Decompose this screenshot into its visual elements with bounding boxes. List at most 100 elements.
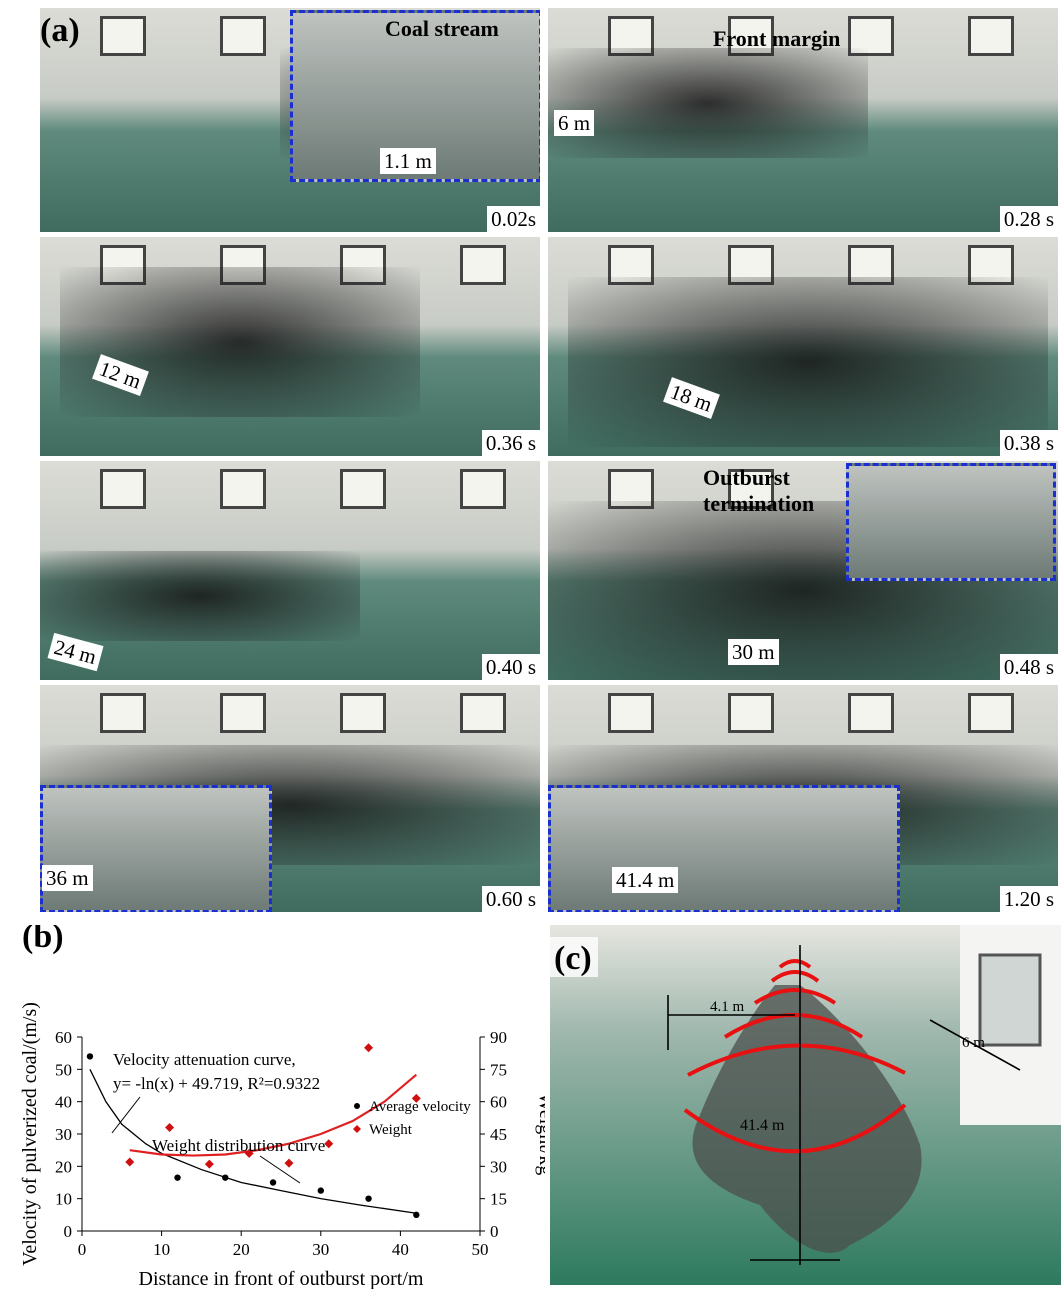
photo-frame: 36 m 0.60 s [40,685,540,912]
distance-label: 36 m [42,865,93,891]
y2-tick-label: 60 [490,1093,507,1112]
y2-tick-label: 30 [490,1157,507,1176]
window [460,469,506,509]
velocity-point [318,1187,324,1193]
y-tick-label: 10 [55,1190,72,1209]
weight-point [284,1159,293,1168]
distance-label: 30 m [728,639,779,665]
x-tick-label: 20 [233,1240,250,1259]
coal-stream [40,551,360,641]
window [100,693,146,733]
window [100,469,146,509]
callout: Front margin [713,26,840,52]
y-tick-label: 30 [55,1125,72,1144]
window [220,693,266,733]
velocity-point [87,1053,93,1059]
panel-label: (a) [40,12,80,50]
velocity-point [365,1195,371,1201]
x-tick-label: 0 [78,1240,87,1259]
y-tick-label: 20 [55,1157,72,1176]
weight-point [324,1139,333,1148]
legend-marker [354,1103,360,1109]
photo-frame: Outburst termination 30 m 0.48 s [548,461,1058,680]
y-tick-label: 40 [55,1093,72,1112]
y-tick-label: 60 [55,1028,72,1047]
y2-tick-label: 0 [490,1222,499,1241]
legend-label: Weight [369,1122,413,1138]
window [608,693,654,733]
window [968,693,1014,733]
velocity-point [270,1179,276,1185]
leader [260,1156,300,1183]
time-label: 1.20 s [1000,886,1058,912]
coal-stream [568,277,1048,447]
time-label: 0.28 s [1000,206,1058,232]
y2-axis-label: Weight/kg [535,1093,545,1176]
window [728,693,774,733]
time-label: 0.60 s [482,886,540,912]
weight-point [125,1158,134,1167]
distance-label: 1.1 m [380,148,436,174]
chart: (b) 0 10 20 30 40 50 60 0 15 30 45 60 75 90 0 10 20 30 40 5… [0,925,545,1289]
weight-point [165,1123,174,1132]
photo-frame: Coal stream 1.1 m 0.02s [40,8,540,232]
x-tick-label: 10 [153,1240,170,1259]
annotation: Weight distribution curve [152,1136,325,1155]
photo-frame: Front margin 6 m 0.28 s [548,8,1058,232]
inset [40,785,272,912]
x-tick-label: 50 [472,1240,489,1259]
y-axis-label: Velocity of pulverized coal/(m/s) [19,1002,41,1266]
y-tick-label: 50 [55,1060,72,1079]
y-tick-label: 0 [64,1222,73,1241]
x-axis-label: Distance in front of outburst port/m [139,1268,424,1289]
panel-label: (b) [22,925,64,955]
window [100,16,146,56]
window [460,245,506,285]
coal-stream [548,48,868,158]
time-label: 0.36 s [482,430,540,456]
weight-point [364,1043,373,1052]
figure: (a) Coal stream 1.1 m 0.02s Front margin 6 m… [0,0,1061,1289]
y2-tick-label: 75 [490,1060,507,1079]
inset [846,463,1056,581]
velocity-point [222,1174,228,1180]
photo-frame: 41.4 m 1.20 s [548,685,1058,912]
time-label: 0.38 s [1000,430,1058,456]
time-label: 0.02s [487,206,540,232]
distance-label: 41.4 m [612,867,678,893]
window [460,693,506,733]
callout: Outburst termination [703,465,843,517]
window [980,955,1040,1045]
y2-tick-label: 45 [490,1125,507,1144]
annotation: 41.4 m [740,1117,785,1134]
annotation: Velocity attenuation curve, [113,1050,296,1069]
time-label: 0.48 s [1000,654,1058,680]
x-tick-label: 30 [312,1240,329,1259]
velocity-point [413,1212,419,1218]
inset [548,785,900,912]
annotation: y= -ln(x) + 49.719, R²=0.9322 [113,1074,320,1093]
y2-tick-label: 15 [490,1190,507,1209]
coal-stream [60,267,420,417]
distance-label: 6 m [554,110,594,136]
callout: Coal stream [385,16,499,42]
window [220,469,266,509]
panel-label: (c) [554,940,592,977]
window [968,16,1014,56]
y2-tick-label: 90 [490,1028,507,1047]
window [340,469,386,509]
window [340,693,386,733]
annotation: 4.1 m [710,999,745,1015]
x-tick-label: 40 [392,1240,409,1259]
velocity-point [174,1174,180,1180]
window [848,693,894,733]
time-label: 0.40 s [482,654,540,680]
panel-c: 4.1 m 41.4 m 6 m (c) [550,925,1061,1285]
weight-point [205,1160,214,1169]
annotation: 6 m [962,1035,985,1051]
legend-label: Average velocity [369,1099,471,1115]
legend-marker [353,1125,361,1133]
